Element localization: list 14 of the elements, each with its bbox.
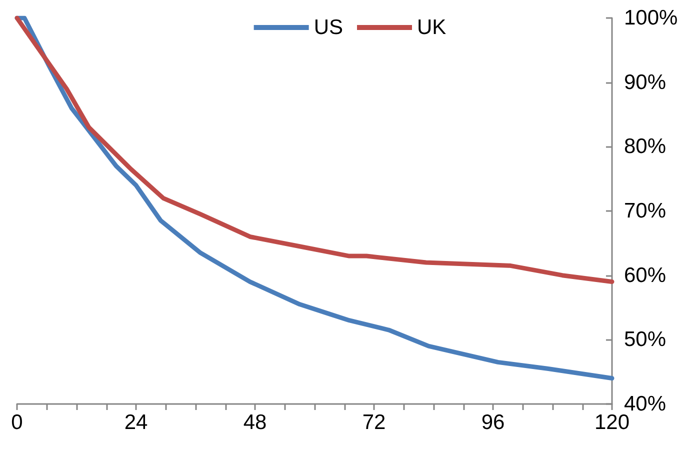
y-tick-label: 100% [624, 6, 678, 30]
x-tick-label: 48 [243, 411, 267, 434]
x-tick-label: 96 [481, 411, 505, 434]
y-tick-label: 70% [624, 200, 666, 222]
y-tick-label: 50% [624, 328, 666, 352]
legend-label: US [314, 16, 344, 39]
y-tick-label: 90% [624, 70, 666, 94]
x-tick-label: 24 [124, 411, 148, 434]
x-tick-label: 72 [362, 411, 386, 434]
x-tick-label: 0 [11, 411, 23, 434]
line-series [14, 16, 614, 284]
legend-label: UK [417, 16, 446, 39]
y-tick-label: 80% [624, 135, 666, 158]
y-tick-label: 60% [624, 264, 666, 287]
